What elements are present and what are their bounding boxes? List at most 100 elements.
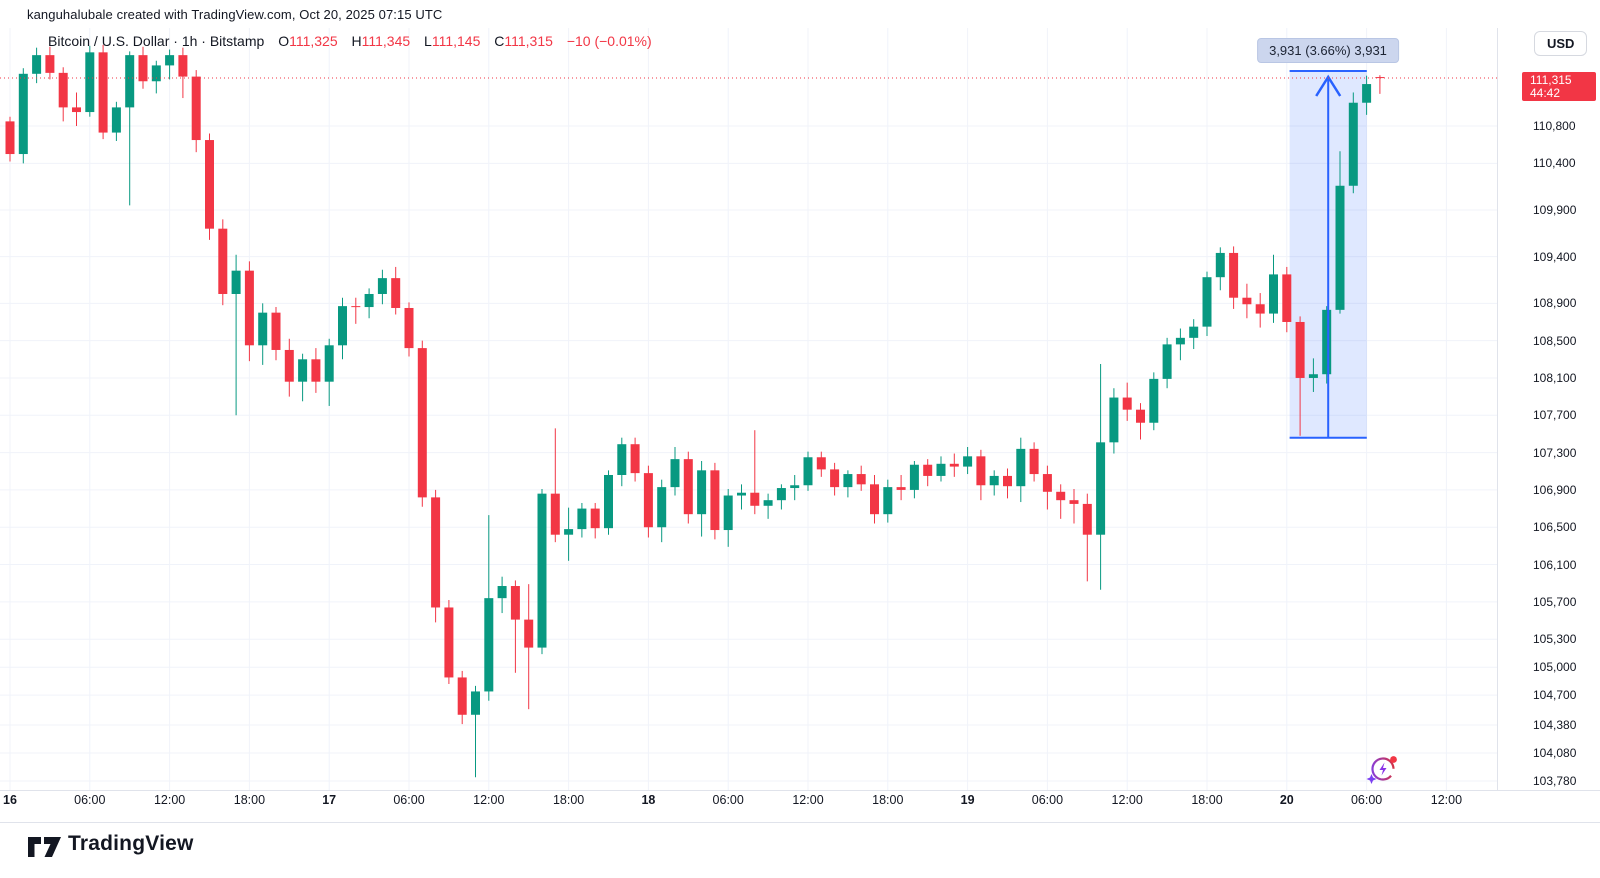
candle-body (324, 345, 334, 382)
candle-body (191, 76, 201, 141)
candle-body (271, 312, 281, 350)
candle-body (457, 677, 467, 715)
candle-body (896, 487, 906, 490)
time-axis-label: 06:00 (1031, 793, 1064, 807)
candle-body (85, 52, 95, 113)
candle-body (1269, 274, 1278, 314)
measure-tool-label[interactable]: 3,931 (3.66%) 3,931 (1257, 38, 1399, 63)
tradingview-brand-text[interactable]: TradingView (68, 832, 194, 855)
price-axis-label: 110,400 (1533, 156, 1576, 171)
price-axis-label: 109,400 (1533, 249, 1577, 264)
time-axis-label: 18:00 (872, 793, 904, 807)
candle-body (284, 349, 294, 382)
symbol-title[interactable]: Bitcoin / U.S. Dollar · 1h · Bitstamp (48, 33, 265, 49)
candle-body (1162, 344, 1172, 379)
price-axis-label: 107,300 (1533, 445, 1577, 460)
candle-body (125, 55, 135, 108)
candle-body (1149, 378, 1159, 423)
candle-body (537, 493, 547, 648)
current-price-value: 111,315 (1530, 73, 1572, 87)
price-axis-label: 109,900 (1533, 203, 1577, 218)
sparkle-icon (1366, 774, 1377, 784)
time-axis-label: 16 (3, 793, 17, 807)
symbol-header[interactable]: Bitcoin / U.S. Dollar · 1h · Bitstamp O1… (48, 33, 652, 49)
candle-body (683, 459, 693, 515)
candle-body (244, 270, 254, 346)
candle-body (1109, 397, 1119, 443)
candle-body (417, 348, 427, 498)
measure-arrow-head (1315, 74, 1342, 97)
candle-body (72, 107, 81, 113)
time-axis-label: 12:00 (473, 793, 505, 807)
attribution-text: kanguhalubale created with TradingView.c… (27, 7, 443, 22)
candle-body (178, 55, 188, 77)
candle-body (1175, 337, 1185, 345)
price-axis-label: 108,100 (1533, 370, 1577, 385)
candle-body (404, 307, 414, 349)
candle-body (351, 306, 361, 308)
candle-body (590, 508, 600, 529)
candle-body (630, 444, 640, 474)
candle-body (138, 55, 148, 82)
time-axis[interactable]: 16 06:00 12:00 18:00 17 06:00 12:00 18:00 18 06:0… (0, 791, 1497, 809)
change-value: −10 (−0.01%) (566, 33, 652, 49)
ai-spark-icon[interactable] (1362, 750, 1402, 786)
candle-body (338, 306, 347, 346)
candle-body (577, 508, 587, 530)
candle-body (1375, 77, 1385, 79)
candle-body (883, 487, 893, 515)
candle-countdown: 44:42 (1530, 85, 1561, 100)
ai-circle (1371, 757, 1395, 781)
price-axis-label: 105,700 (1533, 594, 1577, 609)
candle-body (45, 55, 55, 73)
price-axis[interactable]: 110,800 110,400 109,900 109,400 108,900 108,5… (1498, 28, 1600, 790)
candle-body (989, 475, 999, 486)
lightning-bolt-icon (1379, 762, 1387, 776)
tradingview-logo-icon[interactable] (27, 834, 63, 860)
candle-body (1122, 397, 1132, 410)
candle-body (1229, 252, 1239, 298)
low-label: L (424, 33, 432, 49)
candle-body (471, 691, 480, 715)
candle-body (963, 456, 973, 467)
candle-body (1282, 274, 1292, 322)
candle-body (856, 474, 866, 485)
candle-body (604, 474, 613, 529)
candle-body (32, 55, 42, 74)
candle-body (510, 586, 520, 620)
close-label: C (494, 33, 505, 49)
price-axis-label: 105,300 (1533, 632, 1577, 647)
open-value: 111,325 (289, 33, 338, 49)
candle-body (737, 492, 746, 496)
price-axis-label: 104,080 (1533, 746, 1577, 761)
candle-body (550, 493, 560, 535)
candle-body (377, 278, 387, 294)
candle-body (431, 497, 441, 608)
time-axis-label: 18:00 (552, 793, 585, 807)
candle-body (1308, 374, 1318, 378)
candle-body (231, 270, 241, 294)
candle-body (1215, 252, 1225, 278)
time-axis-label: 19 (960, 793, 975, 807)
candle-body (723, 495, 733, 531)
candle-body (205, 140, 214, 229)
candle-body (1056, 491, 1066, 501)
candle-body (484, 598, 494, 692)
time-axis-label: 06:00 (393, 793, 425, 807)
candle-body (750, 492, 760, 506)
candle-body (218, 228, 228, 294)
candle-body (298, 359, 308, 382)
candle-body (763, 500, 773, 506)
price-axis-label: 106,500 (1533, 520, 1577, 535)
currency-button[interactable]: USD (1534, 31, 1588, 56)
candle-body (524, 619, 534, 648)
candle-body (58, 72, 68, 108)
candle-body (617, 444, 627, 475)
footer: TradingView (0, 822, 1600, 878)
price-axis-label: 105,000 (1533, 660, 1577, 675)
candle-body (923, 464, 933, 476)
candle-body (564, 529, 574, 535)
time-axis-label: 18 (641, 793, 656, 807)
